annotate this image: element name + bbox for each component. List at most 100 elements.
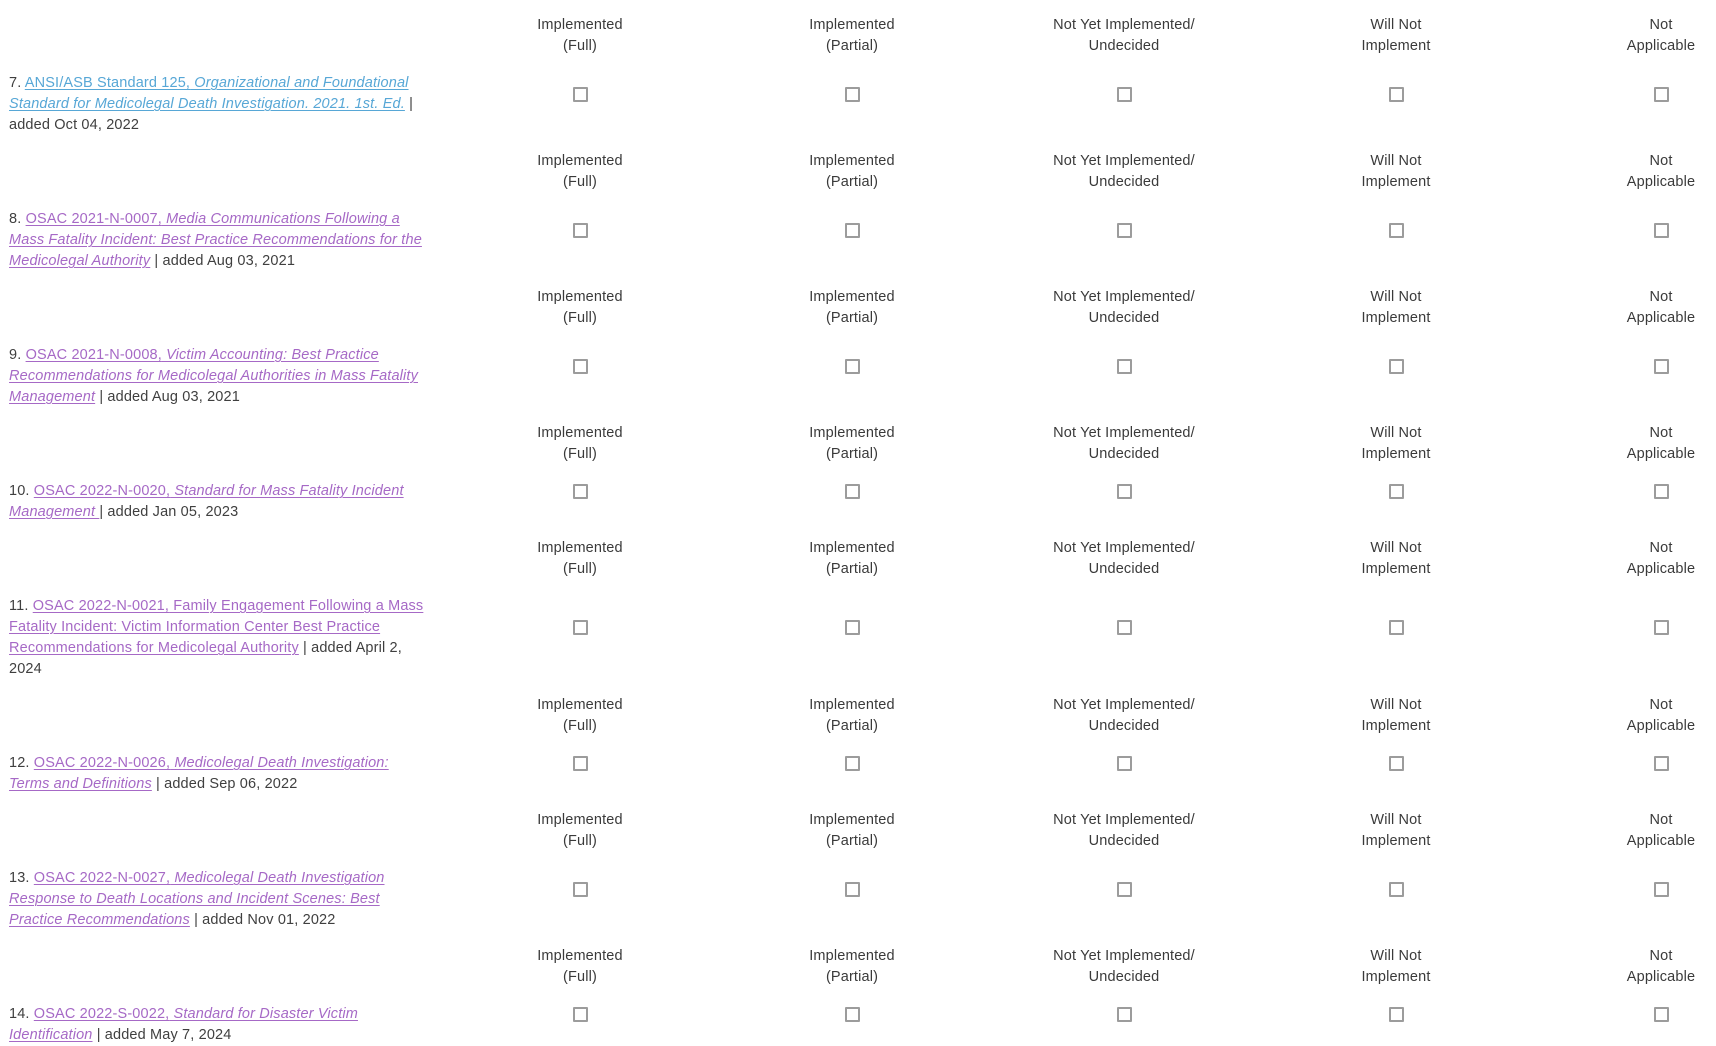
column-header-will-not-implement: Will Not Implement	[1361, 812, 1431, 849]
header-spacer	[0, 15, 444, 57]
checkbox-not-applicable-item-9[interactable]	[1653, 358, 1669, 374]
standard-block: Implemented (Full) Implemented (Partial) N…	[0, 810, 1716, 931]
standard-description: 9. OSAC 2021-N-0008, Victim Accounting: …	[0, 345, 444, 408]
header-spacer	[0, 810, 444, 852]
checkbox-will-not-implement-item-7[interactable]	[1388, 86, 1404, 102]
column-header-not-applicable: Not Applicable	[1626, 425, 1696, 462]
checkbox-not-applicable-item-11[interactable]	[1653, 620, 1669, 635]
standard-link[interactable]: OSAC 2022-N-0020, Standard for Mass Fata…	[9, 483, 404, 520]
column-header-implemented-full: Implemented (Full)	[537, 425, 623, 462]
header-spacer	[0, 538, 444, 580]
checkbox-implemented-full-item-8[interactable]	[572, 222, 588, 238]
header-spacer	[0, 423, 444, 465]
checkbox-not-yet-implemented-undecided-item-9[interactable]	[1116, 358, 1132, 374]
column-header-implemented-partial: Implemented (Partial)	[809, 697, 895, 734]
column-header-implemented-partial: Implemented (Partial)	[809, 540, 895, 577]
checkbox-not-applicable-item-13[interactable]	[1653, 881, 1669, 897]
standard-block: Implemented (Full) Implemented (Partial) N…	[0, 946, 1716, 1046]
column-header-will-not-implement: Will Not Implement	[1361, 697, 1431, 734]
standard-code: OSAC 2022-S-0022,	[33, 1006, 170, 1022]
standard-link[interactable]: OSAC 2022-N-0027, Medicolegal Death Inve…	[9, 870, 385, 928]
standard-row: 12. OSAC 2022-N-0026, Medicolegal Death …	[0, 753, 1716, 795]
standard-row: 10. OSAC 2022-N-0020, Standard for Mass …	[0, 481, 1716, 523]
column-header-implemented-partial: Implemented (Partial)	[809, 948, 895, 985]
column-header-implemented-full: Implemented (Full)	[537, 289, 623, 326]
checkbox-implemented-full-item-9[interactable]	[572, 358, 588, 374]
checkbox-not-applicable-item-14[interactable]	[1653, 1007, 1669, 1022]
checkbox-will-not-implement-item-8[interactable]	[1388, 222, 1404, 238]
standard-link[interactable]: ANSI/ASB Standard 125, Organizational an…	[9, 75, 409, 112]
item-number: 7.	[9, 75, 25, 91]
standard-link[interactable]: OSAC 2021-N-0007, Media Communications F…	[9, 211, 422, 269]
checkbox-implemented-full-item-13[interactable]	[572, 881, 588, 897]
checkbox-will-not-implement-item-12[interactable]	[1388, 756, 1404, 771]
standard-description: 8. OSAC 2021-N-0007, Media Communication…	[0, 209, 444, 272]
column-header-not-yet-implemented-undecided: Not Yet Implemented/Undecided	[1053, 540, 1195, 577]
checkbox-not-applicable-item-10[interactable]	[1653, 484, 1669, 499]
standard-block: Implemented (Full) Implemented (Partial) N…	[0, 423, 1716, 523]
item-number: 8.	[9, 211, 26, 227]
header-spacer	[0, 287, 444, 329]
column-header-implemented-partial: Implemented (Partial)	[809, 812, 895, 849]
checkbox-not-yet-implemented-undecided-item-13[interactable]	[1116, 881, 1132, 897]
checkbox-implemented-partial-item-13[interactable]	[844, 881, 860, 897]
column-header-not-applicable: Not Applicable	[1626, 17, 1696, 54]
column-header-implemented-partial: Implemented (Partial)	[809, 153, 895, 190]
added-date: | added May 7, 2024	[92, 1027, 232, 1043]
header-spacer	[0, 695, 444, 737]
standard-description: 7. ANSI/ASB Standard 125, Organizational…	[0, 73, 444, 136]
column-header-not-applicable: Not Applicable	[1626, 948, 1696, 985]
checkbox-not-yet-implemented-undecided-item-7[interactable]	[1116, 86, 1132, 102]
checkbox-implemented-full-item-14[interactable]	[572, 1007, 588, 1022]
checkbox-not-applicable-item-8[interactable]	[1653, 222, 1669, 238]
checkbox-implemented-full-item-10[interactable]	[572, 484, 588, 499]
checkbox-implemented-full-item-11[interactable]	[572, 620, 588, 635]
checkbox-not-yet-implemented-undecided-item-12[interactable]	[1116, 756, 1132, 771]
options-header-row: Implemented (Full) Implemented (Partial) N…	[0, 151, 1716, 193]
checkbox-implemented-full-item-12[interactable]	[572, 756, 588, 771]
checkbox-not-applicable-item-7[interactable]	[1653, 86, 1669, 102]
checkbox-implemented-partial-item-7[interactable]	[844, 86, 860, 102]
checkbox-implemented-partial-item-9[interactable]	[844, 358, 860, 374]
standard-link[interactable]: OSAC 2021-N-0008, Victim Accounting: Bes…	[9, 347, 418, 405]
standard-row: 11. OSAC 2022-N-0021, Family Engagement …	[0, 596, 1716, 680]
standard-block: Implemented (Full) Implemented (Partial) N…	[0, 287, 1716, 408]
added-date: | added Nov 01, 2022	[189, 912, 336, 928]
checkbox-will-not-implement-item-13[interactable]	[1388, 881, 1404, 897]
checkbox-will-not-implement-item-10[interactable]	[1388, 484, 1404, 499]
added-date: | added Sep 06, 2022	[151, 776, 298, 792]
options-header-row: Implemented (Full) Implemented (Partial) N…	[0, 538, 1716, 580]
column-header-not-applicable: Not Applicable	[1626, 812, 1696, 849]
item-number: 14.	[9, 1006, 34, 1022]
standard-row: 14. OSAC 2022-S-0022, Standard for Disas…	[0, 1004, 1716, 1046]
standard-row: 9. OSAC 2021-N-0008, Victim Accounting: …	[0, 345, 1716, 408]
checkbox-not-yet-implemented-undecided-item-8[interactable]	[1116, 222, 1132, 238]
checkbox-implemented-partial-item-8[interactable]	[844, 222, 860, 238]
checkbox-implemented-full-item-7[interactable]	[572, 86, 588, 102]
checkbox-implemented-partial-item-14[interactable]	[844, 1007, 860, 1022]
added-date: | added April 2, 2024	[9, 640, 402, 677]
checkbox-not-yet-implemented-undecided-item-14[interactable]	[1116, 1007, 1132, 1022]
added-date: | added Oct 04, 2022	[9, 96, 414, 133]
standard-description: 10. OSAC 2022-N-0020, Standard for Mass …	[0, 481, 444, 523]
column-header-not-yet-implemented-undecided: Not Yet Implemented/Undecided	[1053, 153, 1195, 190]
checkbox-will-not-implement-item-9[interactable]	[1388, 358, 1404, 374]
checkbox-implemented-partial-item-12[interactable]	[844, 756, 860, 771]
column-header-will-not-implement: Will Not Implement	[1361, 540, 1431, 577]
checkbox-not-applicable-item-12[interactable]	[1653, 756, 1669, 771]
checkbox-will-not-implement-item-14[interactable]	[1388, 1007, 1404, 1022]
standard-row: 7. ANSI/ASB Standard 125, Organizational…	[0, 73, 1716, 136]
checkbox-will-not-implement-item-11[interactable]	[1388, 620, 1404, 635]
standard-code: ANSI/ASB Standard 125,	[24, 75, 191, 91]
options-header-row: Implemented (Full) Implemented (Partial) N…	[0, 695, 1716, 737]
standard-link[interactable]: OSAC 2022-N-0021, Family Engagement Foll…	[9, 598, 423, 656]
standard-code: OSAC 2022-N-0026,	[33, 755, 171, 771]
column-header-implemented-partial: Implemented (Partial)	[809, 17, 895, 54]
standard-link[interactable]: OSAC 2022-N-0026, Medicolegal Death Inve…	[9, 755, 389, 792]
checkbox-not-yet-implemented-undecided-item-10[interactable]	[1116, 484, 1132, 499]
checkbox-implemented-partial-item-11[interactable]	[844, 620, 860, 635]
checkbox-implemented-partial-item-10[interactable]	[844, 484, 860, 499]
checkbox-not-yet-implemented-undecided-item-11[interactable]	[1116, 620, 1132, 635]
column-header-not-yet-implemented-undecided: Not Yet Implemented/Undecided	[1053, 425, 1195, 462]
